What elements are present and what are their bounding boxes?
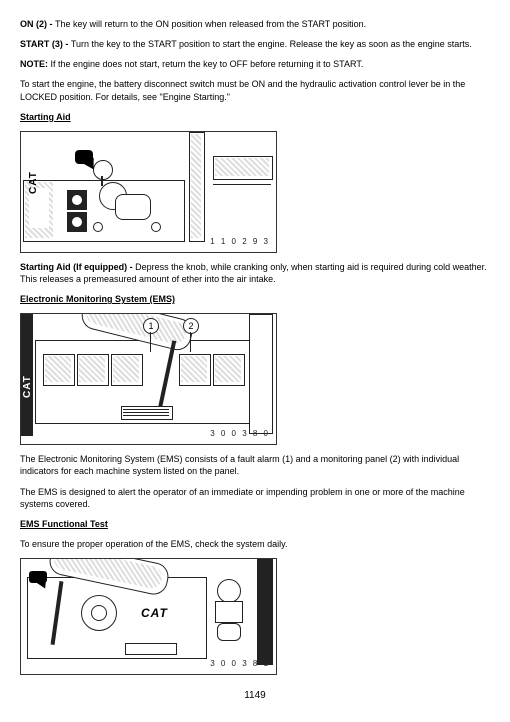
ems-purpose: The EMS is designed to alert the operato… [20, 486, 490, 510]
page-number: 1149 [20, 689, 490, 703]
ems-test-text: To ensure the proper operation of the EM… [20, 538, 490, 550]
on-label: ON (2) - [20, 19, 55, 29]
starting-aid-equipped: Starting Aid (If equipped) - Depress the… [20, 261, 490, 285]
on-position-line: ON (2) - The key will return to the ON p… [20, 18, 490, 30]
figure-ems-test: CAT 3 0 0 3 8 1 [20, 558, 277, 675]
starting-aid-eq-label: Starting Aid (If equipped) - [20, 262, 135, 272]
figure-ems: CAT 1 2 3 0 0 3 8 0 [20, 313, 277, 445]
on-text: The key will return to the ON position w… [55, 19, 366, 29]
figure-starting-aid: CAT 1 1 0 2 9 3 [20, 131, 277, 253]
note-text: If the engine does not start, return the… [51, 59, 364, 69]
heading-starting-aid: Starting Aid [20, 111, 490, 123]
note-line: NOTE: If the engine does not start, retu… [20, 58, 490, 70]
callout-2: 2 [183, 318, 199, 334]
heading-ems: Electronic Monitoring System (EMS) [20, 293, 490, 305]
start-text: Turn the key to the START position to st… [71, 39, 472, 49]
note-label: NOTE: [20, 59, 51, 69]
figure-code-2: 3 0 0 3 8 0 [210, 429, 270, 440]
ems-description: The Electronic Monitoring System (EMS) c… [20, 453, 490, 477]
heading-ems-test: EMS Functional Test [20, 518, 490, 530]
figure-code-3: 3 0 0 3 8 1 [210, 659, 270, 670]
start-label: START (3) - [20, 39, 71, 49]
precondition-text: To start the engine, the battery disconn… [20, 78, 490, 102]
start-position-line: START (3) - Turn the key to the START po… [20, 38, 490, 50]
figure-code-1: 1 1 0 2 9 3 [210, 237, 270, 248]
